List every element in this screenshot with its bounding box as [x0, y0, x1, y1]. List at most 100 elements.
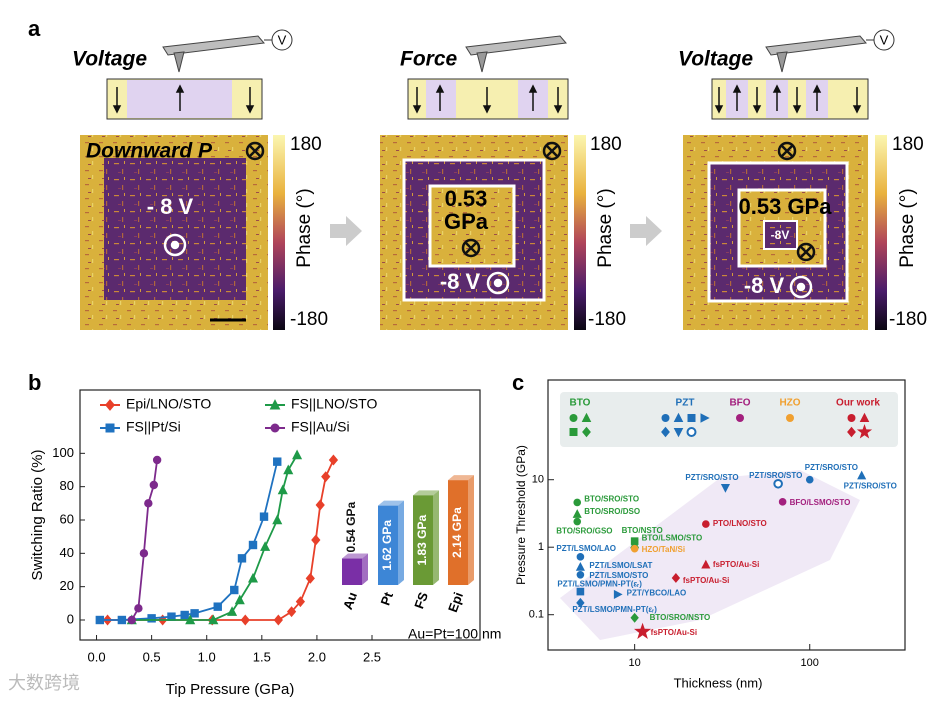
x-tick-label: 1.5 [253, 649, 271, 664]
schematic-title: Voltage [678, 48, 753, 71]
marker [321, 471, 331, 483]
bar [342, 558, 362, 585]
colorbar: 180 -180 Phase (°) [273, 134, 328, 330]
arrows [412, 84, 563, 114]
colorbar-min: -180 [290, 309, 328, 330]
point-label: PZT/SRO/STO [844, 482, 897, 491]
y-tick-label: 0.1 [529, 609, 544, 621]
marker [856, 424, 873, 439]
x-tick-label: 0.0 [87, 649, 105, 664]
domain [426, 80, 456, 118]
y-tick-label: 100 [52, 445, 74, 460]
flow-arrow [630, 216, 662, 246]
marker [185, 614, 196, 625]
marker [576, 597, 585, 608]
marker [573, 498, 582, 507]
marker [283, 464, 294, 475]
bar-value-label: 2.14 GPa [450, 507, 464, 558]
marker [134, 604, 143, 613]
y-tick-label: 0 [67, 611, 74, 626]
symbols [163, 141, 816, 299]
marker [581, 412, 592, 422]
point-label: BTO/SRO/DSO [584, 507, 640, 516]
x-axis-label: Tip Pressure (GPa) [166, 681, 295, 698]
bar-side [398, 500, 404, 585]
point-label: PZT/LSMO/PMN-PT(εᵣ) [572, 605, 657, 614]
marker [230, 585, 239, 595]
marker [700, 413, 710, 423]
x-tick-label: 1.0 [198, 649, 216, 664]
bar [378, 505, 398, 585]
bar-category: Au [340, 590, 360, 611]
marker [295, 596, 306, 608]
marker [277, 484, 288, 495]
marker [687, 414, 696, 422]
colorbar-min: -180 [588, 309, 626, 330]
x-tick-label: 100 [801, 657, 819, 669]
point-label: PZT/LSMO/LSAT [589, 561, 652, 570]
marker [213, 602, 222, 611]
point-label: BTO/SRO/NSTO [650, 613, 711, 622]
point-label: BTO/NSTO [622, 526, 663, 535]
y-axis-label: Pressure Threshold (GPa) [514, 445, 528, 585]
bar-side [468, 475, 474, 585]
cantilever [465, 35, 567, 56]
marker [95, 615, 105, 625]
bias-label: - 8 V [147, 194, 194, 219]
y-tick-label: 10 [532, 474, 544, 486]
point-label: PZT/SRO/STO [685, 473, 738, 482]
marker [240, 614, 250, 626]
colorbar: 180 -180 Phase (°) [574, 134, 626, 330]
marker [634, 622, 652, 639]
point-label: BTO/SRO/STO [584, 495, 639, 504]
pressure-label: 0.53 [445, 186, 488, 211]
legend-box [560, 392, 898, 447]
point-label: fsPTO/Au-Si [651, 628, 698, 637]
x-axis-label: Thickness (nm) [674, 675, 763, 690]
x-tick-label: 2.5 [363, 649, 381, 664]
marker [149, 480, 159, 490]
marker [613, 589, 623, 599]
point-label: HZO/TaN/Si [642, 545, 685, 554]
colorbar-label: Phase (°) [897, 188, 918, 267]
marker [117, 615, 127, 625]
marker [286, 606, 297, 618]
arrows [112, 84, 255, 114]
meter [271, 29, 293, 51]
marker [273, 614, 283, 626]
marker [673, 412, 684, 422]
marker [575, 562, 585, 571]
colorbar-max: 180 [590, 134, 622, 155]
legend-label: FS||LNO/STO [291, 396, 377, 412]
marker [857, 470, 867, 480]
bar-category: Pt [378, 589, 397, 607]
cantilever [765, 35, 867, 56]
schematic-title: Force [400, 48, 458, 71]
domain-region [428, 184, 516, 268]
marker [847, 414, 856, 422]
marker [805, 475, 814, 484]
schematic-title: Voltage [72, 48, 147, 71]
domain-region [104, 158, 246, 300]
marker [273, 457, 282, 466]
y-tick-label: 40 [60, 545, 74, 560]
y-tick-label: 60 [60, 511, 74, 526]
bar [448, 480, 468, 585]
arrows [714, 84, 862, 114]
point-label: fsPTO/Au-Si [713, 560, 760, 569]
pressure-label: 0.53 GPa [739, 194, 833, 219]
marker [576, 571, 585, 579]
marker [315, 499, 325, 511]
marker [673, 428, 684, 438]
cantilever [162, 35, 265, 56]
marker [105, 399, 115, 411]
marker [208, 614, 219, 625]
colorbar-min: -180 [889, 309, 927, 330]
bar-value-label: 0.54 GPa [344, 502, 358, 553]
point-label: BFO/LSMO/STO [790, 498, 851, 507]
panel-a: a Voltage V Force Voltage V Downwar [28, 16, 927, 330]
marker [105, 423, 115, 433]
y-tick-label: 20 [60, 578, 74, 593]
marker [127, 615, 136, 625]
